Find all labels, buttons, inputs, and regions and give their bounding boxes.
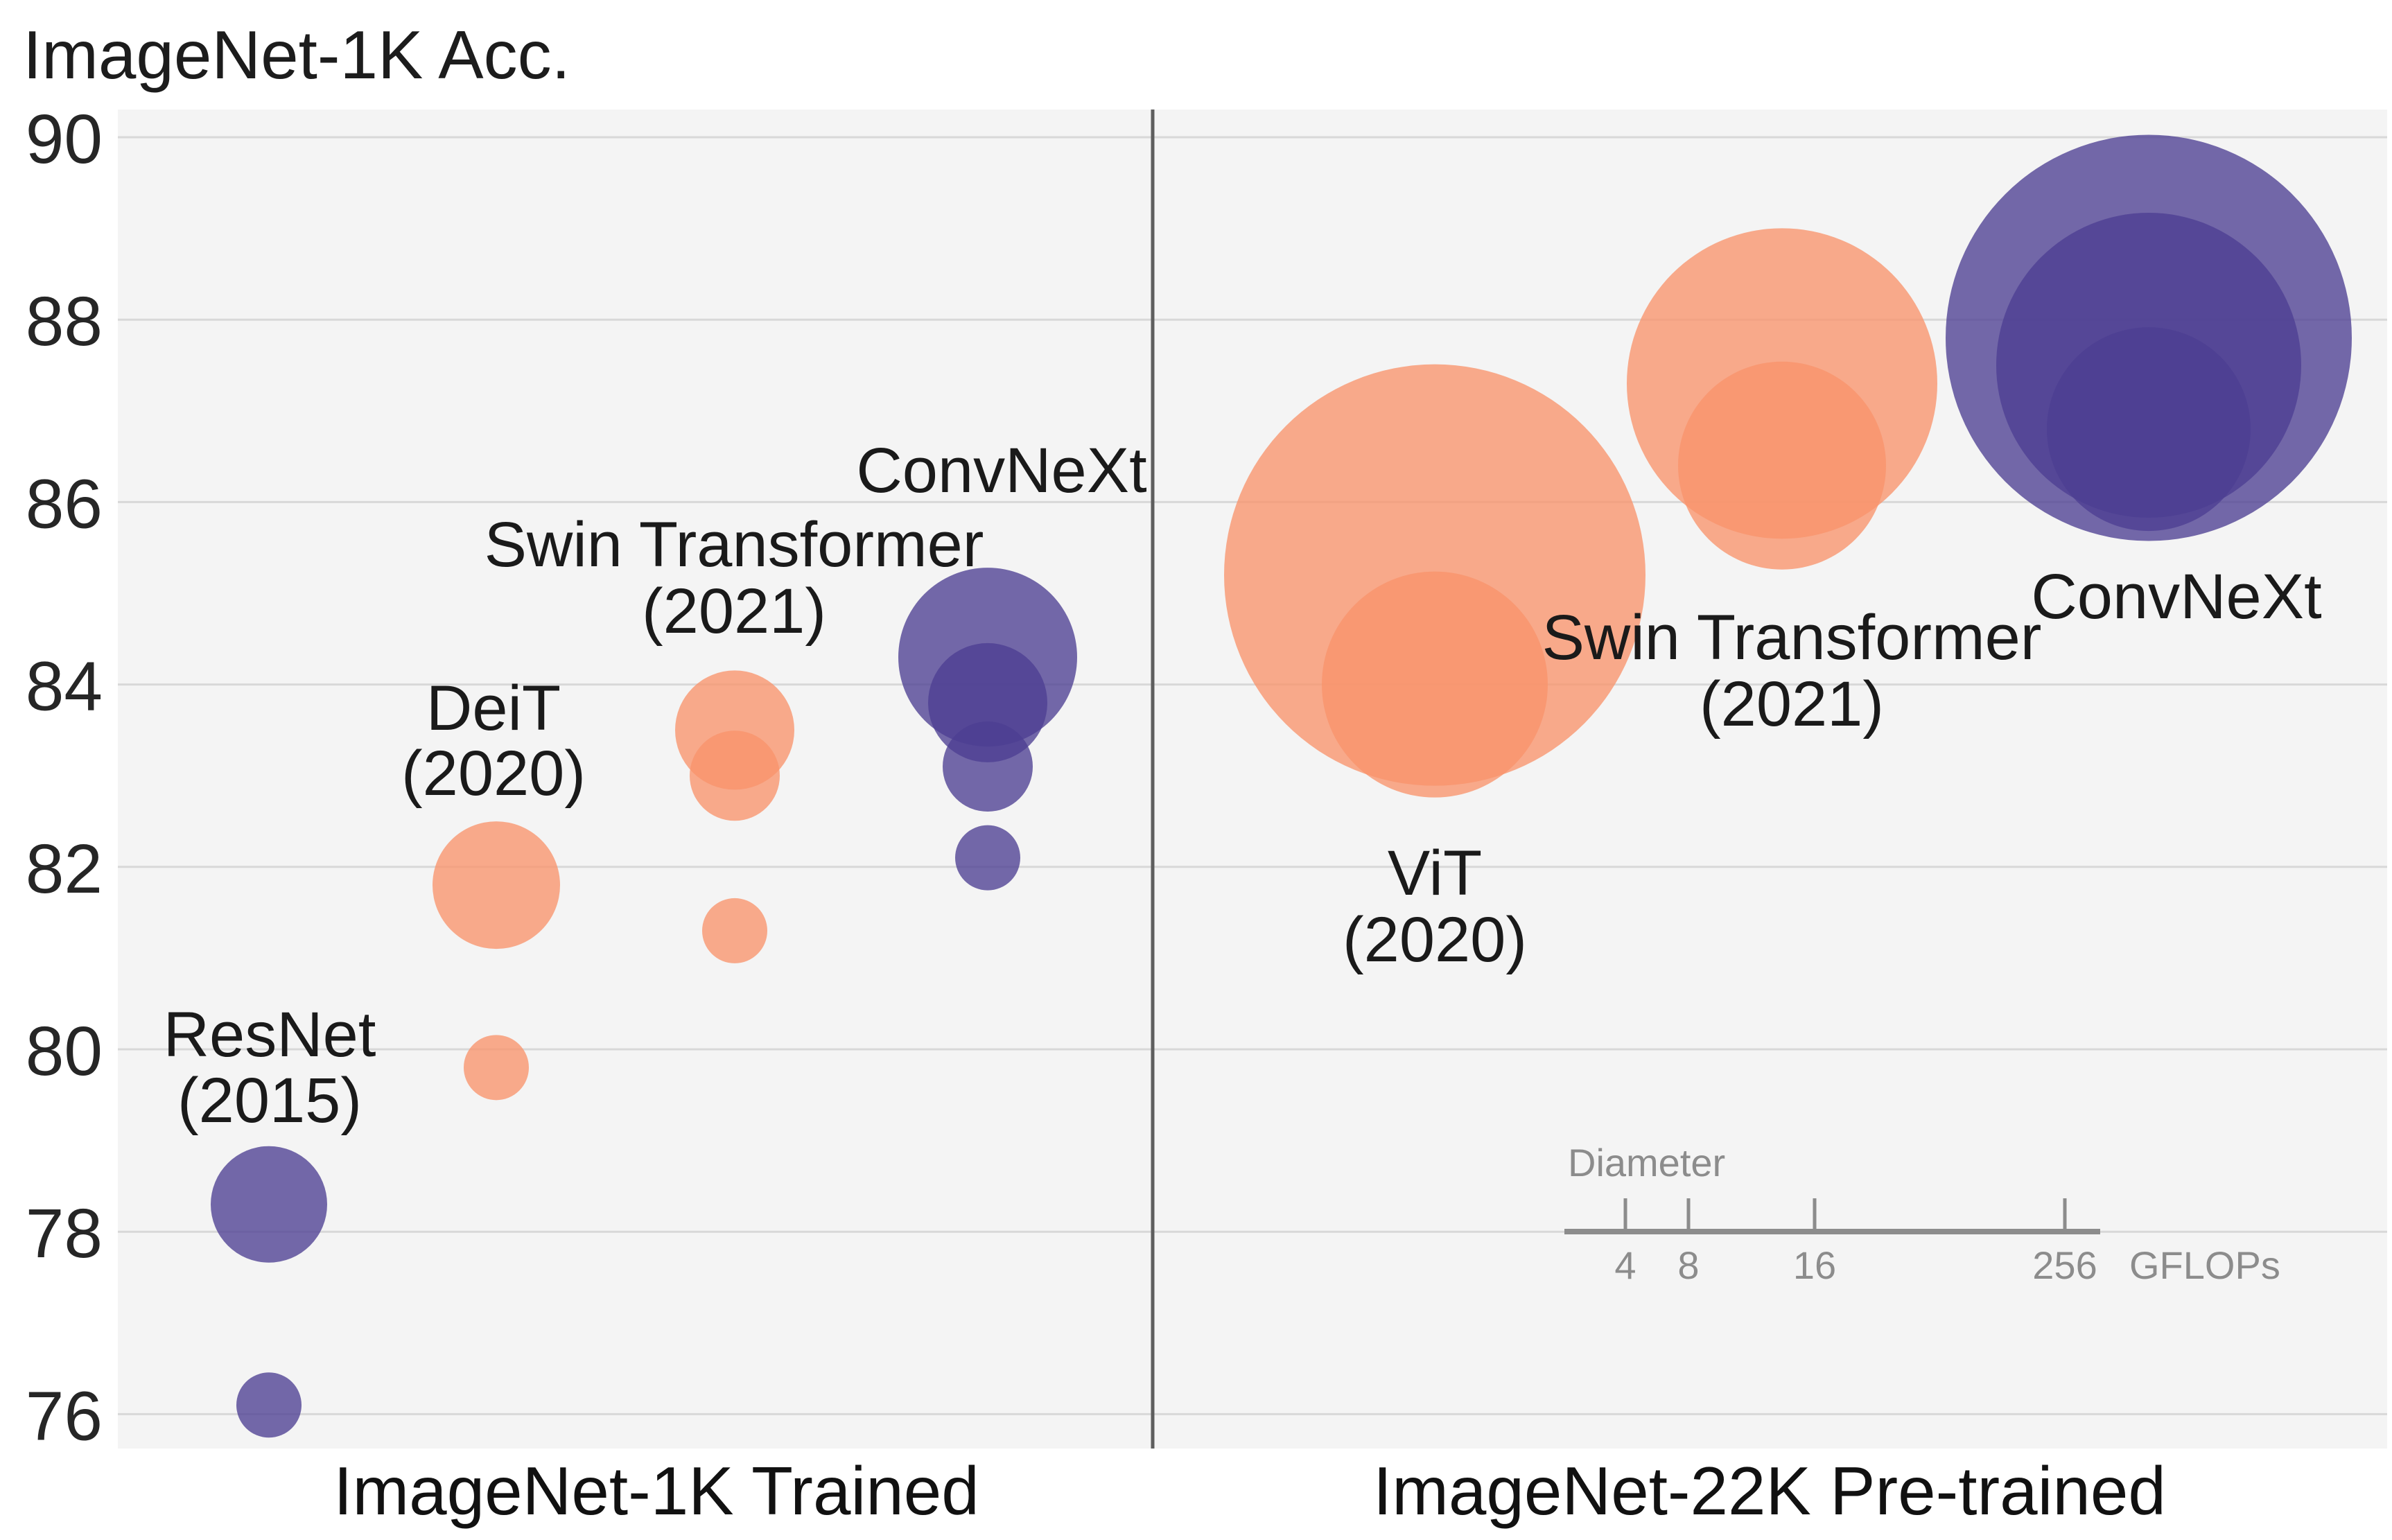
group-label-deit-line1: DeiT xyxy=(426,673,561,744)
x-axis-label-imagenet-1k-trained: ImageNet-1K Trained xyxy=(333,1453,979,1529)
legend-tick-label-4: 4 xyxy=(1614,1243,1636,1287)
y-tick-label-88: 88 xyxy=(26,283,103,360)
group-label-convnext-line1: ConvNeXt xyxy=(2031,561,2321,632)
chart-generated-layer: 9088868482807876ResNet(2015)DeiT(2020)Sw… xyxy=(26,100,2387,1455)
group-label-vit-line1: ViT xyxy=(1388,838,1482,909)
group-label-resnet-line1: ResNet xyxy=(164,999,376,1070)
y-tick-label-76: 76 xyxy=(26,1377,103,1455)
group-label-swin-transformer-line2: (2021) xyxy=(1700,669,1884,740)
legend-tick-label-16: 16 xyxy=(1793,1243,1836,1287)
group-label-vit-line2: (2020) xyxy=(1343,904,1527,975)
y-tick-label-90: 90 xyxy=(26,100,103,178)
group-label-deit-line2: (2020) xyxy=(401,738,586,809)
y-tick-label-82: 82 xyxy=(26,830,103,908)
bubble-vit-84 xyxy=(1322,571,1548,798)
bubble-swin-transformer-86.4 xyxy=(1678,361,1886,570)
group-label-swin-transformer-line1: Swin Transformer xyxy=(484,509,984,580)
y-tick-label-80: 80 xyxy=(26,1013,103,1090)
y-tick-label-78: 78 xyxy=(26,1195,103,1272)
bubble-swin-transformer-83 xyxy=(690,730,780,821)
group-label-convnext-line1: ConvNeXt xyxy=(856,435,1146,506)
bubble-resnet-76.1 xyxy=(236,1372,302,1438)
bubble-deit-81.8 xyxy=(433,821,560,950)
chart-title: ImageNet-1K Acc. xyxy=(23,17,570,93)
bubble-convnext-83.8 xyxy=(928,642,1047,762)
legend-tick-label-8: 8 xyxy=(1677,1243,1699,1287)
bubble-deit-79.8 xyxy=(464,1035,529,1101)
legend-title: Diameter xyxy=(1568,1141,1725,1184)
group-label-resnet-line2: (2015) xyxy=(177,1065,362,1136)
group-label-swin-transformer-line2: (2021) xyxy=(642,576,826,647)
group-label-swin-transformer-line1: Swin Transformer xyxy=(1542,602,2042,673)
x-axis-label-imagenet-22k-pretrained: ImageNet-22K Pre-trained xyxy=(1373,1453,2166,1529)
bubble-swin-transformer-81.3 xyxy=(702,898,767,963)
bubble-resnet-78.3 xyxy=(211,1146,327,1263)
legend-tick-label-256: 256 xyxy=(2032,1243,2097,1287)
legend-unit-label: GFLOPs xyxy=(2129,1243,2280,1287)
bubble-convnext-82.1 xyxy=(955,825,1020,891)
y-tick-label-84: 84 xyxy=(26,648,103,726)
bubble-convnext-83.1 xyxy=(943,721,1033,812)
bubble-convnext-86.8 xyxy=(2047,327,2251,532)
y-tick-label-86: 86 xyxy=(26,465,103,543)
